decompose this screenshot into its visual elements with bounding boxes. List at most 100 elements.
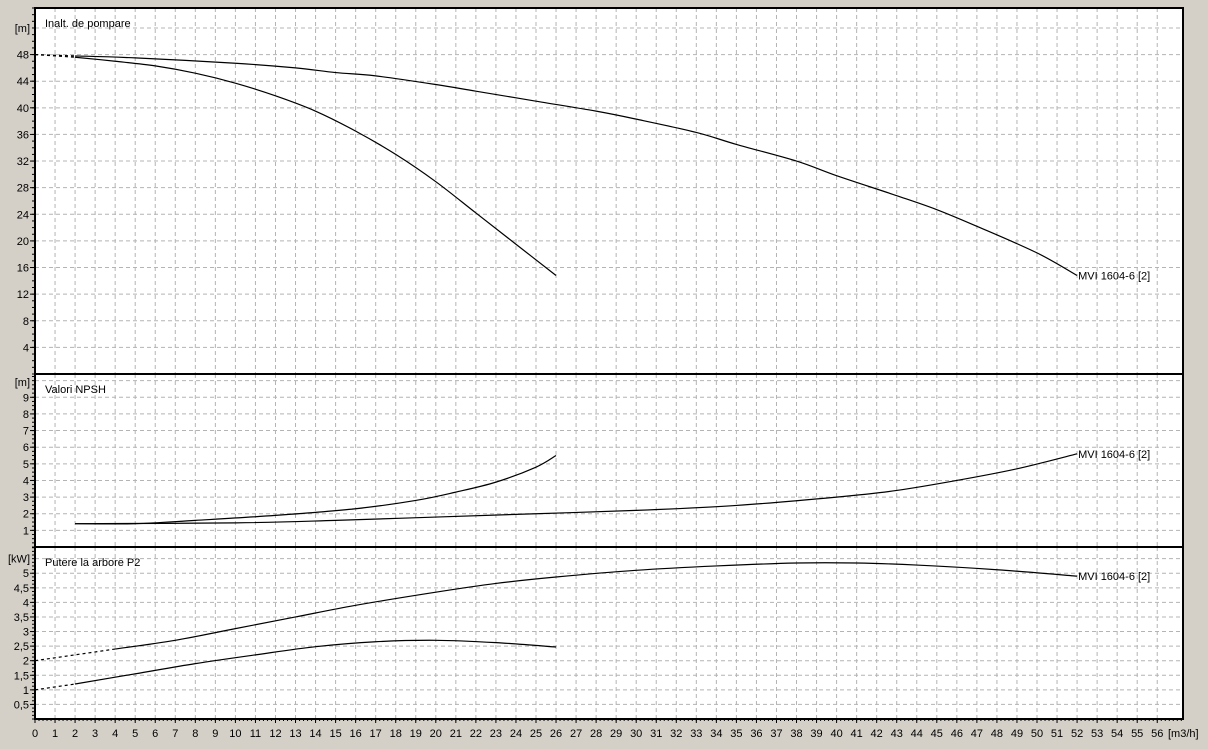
x-tick-label: 12 [269, 728, 281, 740]
x-tick-label: 28 [590, 728, 602, 740]
x-tick-label: 5 [132, 728, 138, 740]
x-tick-label: 17 [370, 728, 382, 740]
series-line [75, 55, 1078, 277]
y-tick-label: 40 [17, 103, 29, 115]
y-tick-label: 6 [23, 442, 29, 454]
x-tick-label: 16 [350, 728, 362, 740]
x-tick-label: 1 [52, 728, 58, 740]
x-tick-label: 30 [630, 728, 642, 740]
plot-frame [34, 7, 1184, 720]
x-tick-label: 40 [830, 728, 842, 740]
x-tick-label: 7 [172, 728, 178, 740]
x-tick-label: 3 [92, 728, 98, 740]
y-tick-label: 4 [23, 342, 29, 354]
plot-area [35, 8, 1183, 719]
x-axis-unit: [m3/h] [1168, 728, 1199, 740]
panel-title: Valori NPSH [45, 384, 106, 396]
x-tick-label: 18 [390, 728, 402, 740]
x-tick-label: 33 [690, 728, 702, 740]
x-tick-label: 48 [991, 728, 1003, 740]
x-tick-label: 46 [951, 728, 963, 740]
x-tick-label: 43 [891, 728, 903, 740]
x-tick-label: 15 [329, 728, 341, 740]
y-tick-label: 36 [17, 129, 29, 141]
y-tick-label: 12 [17, 289, 29, 301]
y-tick-label: 1,5 [14, 670, 29, 682]
y-tick-label: 3,5 [14, 612, 29, 624]
x-tick-label: 51 [1051, 728, 1063, 740]
series-extrapolation [34, 53, 76, 58]
panel-title: Putere la arbore P2 [45, 557, 140, 569]
x-tick-label: 53 [1091, 728, 1103, 740]
x-tick-label: 52 [1071, 728, 1083, 740]
series-line [75, 454, 557, 525]
y-tick-label: 5 [23, 459, 29, 471]
y-tick-label: 4 [23, 597, 29, 609]
series-line [75, 56, 557, 276]
x-tick-label: 32 [670, 728, 682, 740]
x-tick-label: 49 [1011, 728, 1023, 740]
y-axis-unit: [m] [15, 23, 30, 35]
x-tick-label: 38 [790, 728, 802, 740]
y-tick-label: 8 [23, 409, 29, 421]
y-tick-label: 3 [23, 627, 29, 639]
y-tick-label: 32 [17, 156, 29, 168]
y-tick-label: 44 [17, 76, 29, 88]
x-tick-label: 41 [851, 728, 863, 740]
x-tick-label: 39 [810, 728, 822, 740]
x-tick-label: 36 [750, 728, 762, 740]
x-tick-label: 6 [152, 728, 158, 740]
x-tick-label: 55 [1131, 728, 1143, 740]
x-tick-label: 45 [931, 728, 943, 740]
x-tick-label: 26 [550, 728, 562, 740]
x-axis: 0 1 2 3 4 5 6 7 8 9 10 11 12 13 14 15 16 17 18 19 20 21 22 23 24… [32, 719, 1199, 740]
x-tick-label: 8 [192, 728, 198, 740]
series-line [115, 562, 1078, 650]
x-tick-label: 34 [710, 728, 722, 740]
y-tick-label: 3 [23, 492, 29, 504]
x-tick-label: 13 [289, 728, 301, 740]
series-label: MVI 1604-6 [2] [1078, 449, 1150, 461]
x-tick-label: 10 [229, 728, 241, 740]
y-tick-label: 20 [17, 236, 29, 248]
y-tick-label: 0,5 [14, 699, 29, 711]
panel-title: Inalt. de pompare [45, 18, 131, 30]
y-tick-label: 9 [23, 392, 29, 404]
x-tick-label: 31 [650, 728, 662, 740]
y-tick-label: 4,5 [14, 583, 29, 595]
y-tick-label: 1 [23, 525, 29, 537]
y-axis-unit: [kW] [8, 554, 30, 566]
y-tick-label: 4 [23, 475, 29, 487]
x-tick-label: 54 [1111, 728, 1123, 740]
series-extrapolation [34, 683, 76, 691]
panel-3: 0,5 1 1,5 2 2,5 3 3,5 4 4,5 5 [kW] Putere la arbore… [8, 547, 1183, 720]
x-tick-label: 44 [911, 728, 923, 740]
x-tick-label: 42 [871, 728, 883, 740]
x-tick-label: 11 [250, 728, 261, 740]
y-tick-label: 48 [17, 50, 29, 62]
x-tick-label: 56 [1151, 728, 1163, 740]
x-tick-label: 2 [72, 728, 78, 740]
panel-2: 1 2 3 4 5 6 7 8 9 [m] Valori NPSH MVI 1604-6 [2] [15, 374, 1183, 548]
y-tick-label: 2 [23, 509, 29, 521]
series-line [75, 453, 1078, 525]
x-tick-label: 21 [450, 728, 462, 740]
x-tick-label: 47 [971, 728, 983, 740]
x-tick-label: 23 [490, 728, 502, 740]
x-tick-label: 19 [410, 728, 422, 740]
x-tick-label: 22 [470, 728, 482, 740]
x-tick-label: 4 [112, 728, 118, 740]
x-tick-label: 9 [212, 728, 218, 740]
y-tick-label: 1 [23, 685, 29, 697]
y-tick-label: 24 [17, 209, 29, 221]
x-tick-label: 50 [1031, 728, 1043, 740]
x-tick-label: 14 [309, 728, 321, 740]
series-label: MVI 1604-6 [2] [1078, 571, 1150, 583]
x-tick-label: 35 [730, 728, 742, 740]
y-axis-unit: [m] [15, 377, 30, 389]
x-tick-label: 24 [510, 728, 522, 740]
x-tick-label: 20 [430, 728, 442, 740]
y-tick-label: 8 [23, 316, 29, 328]
